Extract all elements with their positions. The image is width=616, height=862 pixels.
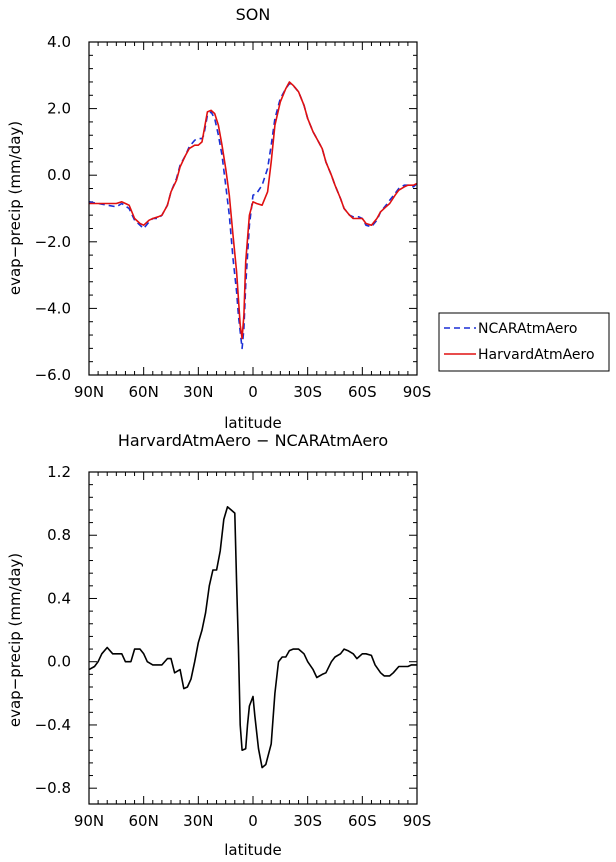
bottom-panel-y-tick-label: 0.0 xyxy=(47,653,71,671)
bottom-panel-y-tick-label: −0.8 xyxy=(35,779,71,797)
bottom-panel-xlabel: latitude xyxy=(224,841,282,859)
bottom-panel-x-tick-label: 30S xyxy=(293,812,322,830)
top-panel-series xyxy=(88,81,418,350)
top-panel-series-line-harvardatmaero xyxy=(89,81,418,340)
bottom-panel: HarvardAtmAero − NCARAtmAero latitude ev… xyxy=(6,431,431,859)
top-panel-x-tick-label: 60N xyxy=(129,383,159,401)
bottom-panel-y-tick-label: 1.2 xyxy=(47,463,71,481)
bottom-panel-frame xyxy=(88,471,418,805)
top-panel-y-tick-label: 2.0 xyxy=(47,100,71,118)
legend-label-ncaratmaero: NCARAtmAero xyxy=(478,321,577,337)
top-panel-y-tick-label: 0.0 xyxy=(47,166,71,184)
top-panel-title: SON xyxy=(236,5,271,24)
top-panel-xlabel: latitude xyxy=(224,414,282,432)
top-panel-x-tick-label: 30N xyxy=(183,383,213,401)
bottom-panel-x-tick-label: 60N xyxy=(129,812,159,830)
bottom-panel-ticks: 90N 60N 30N 0 30S 60S 90S −0.8 −0.4 0.0 0.4 0.8 1.2 xyxy=(35,463,432,830)
top-panel-x-tick-label: 0 xyxy=(248,383,258,401)
legend: NCARAtmAero HarvardAtmAero xyxy=(438,312,610,372)
top-panel-x-tick-label: 90S xyxy=(403,383,432,401)
bottom-panel-x-tick-label: 90S xyxy=(403,812,432,830)
bottom-panel-y-tick-label: 0.4 xyxy=(47,589,71,607)
top-panel-y-tick-label: −6.0 xyxy=(35,366,71,384)
bottom-panel-x-tick-label: 60S xyxy=(348,812,377,830)
legend-label-harvardatmaero: HarvardAtmAero xyxy=(478,347,595,363)
bottom-panel-x-tick-label: 90N xyxy=(74,812,104,830)
top-panel-ylabel: evap−precip (mm/day) xyxy=(6,121,24,295)
bottom-panel-y-tick-label: 0.8 xyxy=(47,526,71,544)
top-panel-y-tick-label: −2.0 xyxy=(35,233,71,251)
top-panel-x-tick-label: 30S xyxy=(293,383,322,401)
bottom-panel-x-tick-label: 30N xyxy=(183,812,213,830)
bottom-panel-x-tick-label: 0 xyxy=(248,812,258,830)
bottom-panel-series-line-difference xyxy=(88,505,417,769)
bottom-panel-y-tick-label: −0.4 xyxy=(35,716,71,734)
bottom-panel-title: HarvardAtmAero − NCARAtmAero xyxy=(118,431,388,450)
top-panel-y-tick-label: 4.0 xyxy=(47,33,71,51)
top-panel-x-tick-label: 90N xyxy=(74,383,104,401)
bottom-panel-ylabel: evap−precip (mm/day) xyxy=(6,553,24,727)
top-panel-frame xyxy=(88,41,418,376)
top-panel: SON latitude evap−precip (mm/day) 90N 60N… xyxy=(6,5,431,432)
legend-box xyxy=(438,312,610,372)
top-panel-ticks: 90N 60N 30N 0 30S 60S 90S −6.0 −4.0 −2.0 0.0 2.0 4.0 xyxy=(35,33,432,401)
top-panel-y-tick-label: −4.0 xyxy=(35,299,71,317)
top-panel-x-tick-label: 60S xyxy=(348,383,377,401)
bottom-panel-series xyxy=(88,505,417,769)
